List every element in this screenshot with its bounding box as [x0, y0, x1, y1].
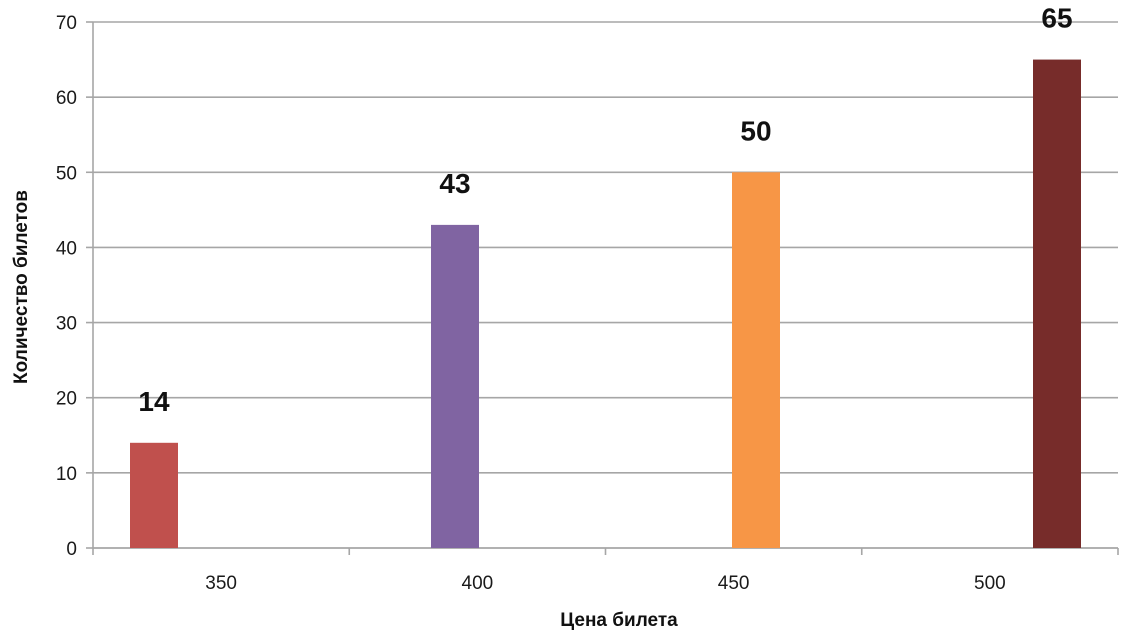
data-labels: 14 43 50 65 — [138, 3, 1072, 417]
data-label-400: 43 — [439, 168, 470, 199]
y-tick-label: 0 — [66, 539, 77, 560]
bar-350 — [130, 442, 178, 548]
bars — [130, 59, 1081, 549]
x-tick-label: 450 — [718, 573, 750, 594]
y-tick-label: 40 — [56, 238, 77, 259]
y-tick-label: 10 — [56, 464, 77, 485]
x-tick-label: 400 — [462, 573, 494, 594]
data-label-500: 65 — [1041, 3, 1072, 34]
bar-500 — [1033, 59, 1081, 548]
x-tick-label: 350 — [205, 573, 237, 594]
x-axis-title: Цена билета — [560, 610, 678, 631]
data-label-450: 50 — [740, 115, 771, 146]
x-axis-ticks: 350 400 450 500 — [205, 573, 1005, 594]
y-axis-ticks: 0 10 20 30 40 50 60 70 — [56, 13, 77, 560]
data-label-350: 14 — [138, 386, 170, 417]
y-tick-label: 20 — [56, 389, 77, 410]
y-tick-label: 70 — [56, 13, 77, 34]
bar-450 — [732, 172, 780, 549]
y-axis-title: Количество билетов — [11, 190, 32, 384]
gridlines — [86, 21, 1119, 555]
y-tick-label: 50 — [56, 163, 77, 184]
y-tick-label: 60 — [56, 88, 77, 109]
bar-400 — [431, 224, 479, 548]
x-tick-label: 500 — [974, 573, 1006, 594]
y-tick-label: 30 — [56, 314, 77, 335]
